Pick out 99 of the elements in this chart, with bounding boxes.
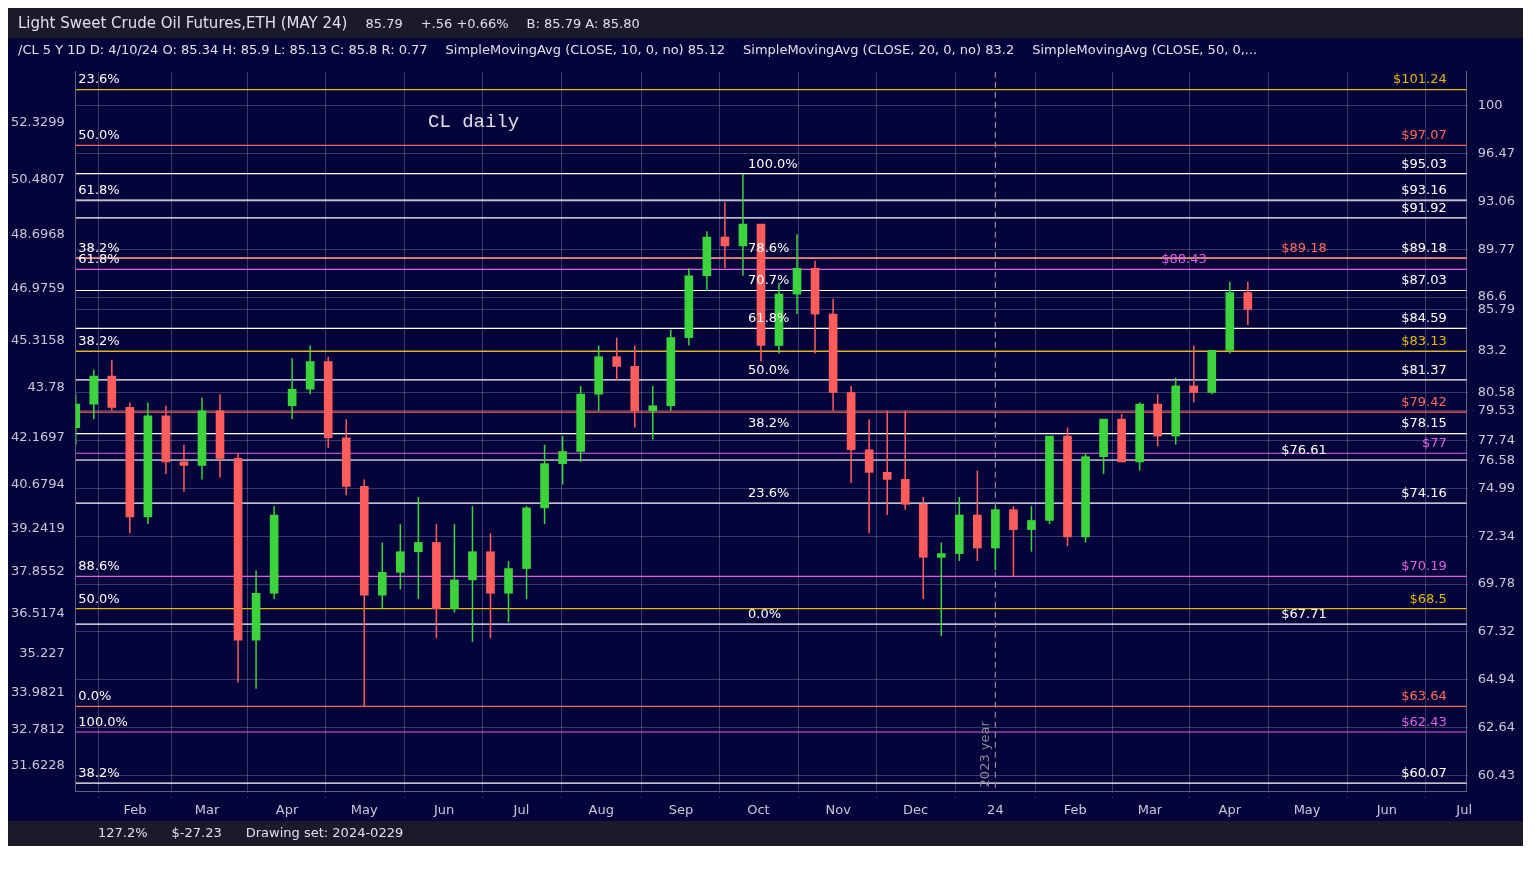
ref-line-label: $97.07 [1401,127,1447,143]
y-tick-label: 96.47 [1477,145,1515,161]
annotation: 38.2% [78,239,120,255]
y-tick-label: 72.34 [1477,527,1515,543]
x-tick-label: Feb [123,801,147,817]
ref-line-label: $77 [1421,435,1447,451]
annotation: 100.0% [748,155,798,171]
y2-tick-label: 33.9821 [10,683,65,699]
ref-line-label: $95.03 [1401,155,1447,171]
annotation: 0.0% [748,605,782,621]
y-tick-label: 64.94 [1477,670,1515,686]
y2-tick-label: 39.2419 [10,520,65,536]
y2-tick-label: 37.8552 [10,563,65,579]
x-tick-label: Oct [747,801,770,817]
y2-tick-label: 43.78 [27,379,65,395]
y2-tick-label: 45.3158 [10,331,65,347]
x-tick-label: Mar [194,801,221,817]
ref-line-label: $83.13 [1401,333,1447,349]
x-tick-label: Jul [1455,801,1473,817]
ref-line-label: $84.59 [1401,310,1447,326]
x-tick-label: Apr [275,801,299,817]
x-tick-label: Sep [668,801,694,817]
ref-line-label: $76.61 [1281,441,1327,457]
y2-tick-label: 48.6968 [10,226,65,242]
annotation: 0.0% [78,688,112,704]
y2-tick-label: 42.1697 [10,429,65,445]
y-tick-label: 89.77 [1477,240,1515,256]
x-tick-label: May [1293,801,1321,817]
x-tick-label: Jul [512,801,530,817]
annotation: 23.6% [748,485,790,501]
ref-line-label: $62.43 [1401,713,1447,729]
x-tick-label: Nov [825,801,852,817]
annotation: 50.0% [78,590,120,606]
ref-line-label: $89.18 [1401,239,1447,255]
text: SimpleMovingAvg (CLOSE, 10, 0, no) 85.12 [445,42,726,57]
y2-tick-label: 40.6794 [10,475,65,491]
x-tick-label: Mar [1137,801,1163,817]
y-tick-label: 76.58 [1477,451,1515,467]
ref-line-label: $89.18 [1281,239,1327,255]
x-tick-label: Jun [432,801,455,817]
text: Drawing set: 2024-0229 [245,825,404,840]
y-tick-label: 93.06 [1477,192,1515,208]
y-tick-label: 100 [1477,97,1503,113]
annotation: 61.8% [78,181,120,197]
ref-line-label: 2023 year [977,720,993,788]
y-tick-label: 80.58 [1477,384,1515,400]
ref-line-label: $101.24 [1393,71,1447,87]
ref-line-label: $70.19 [1401,558,1447,574]
y-tick-label: 79.53 [1477,401,1515,417]
y-tick-label: 83.2 [1477,341,1507,357]
annotation: 23.6% [78,71,120,87]
ref-line-label: $91.92 [1401,199,1447,215]
ref-line-label: $78.15 [1401,415,1447,431]
x-tick-label: Feb [1063,801,1087,817]
y-tick-label: 62.64 [1477,718,1515,734]
x-tick-label: Dec [902,801,929,817]
text: $-27.23 [171,825,222,840]
y-tick-label: 60.43 [1477,766,1515,782]
x-tick-label: Jun [1375,801,1398,817]
text: B: 85.79 A: 85.80 [526,15,640,31]
y2-tick-label: 46.9759 [10,279,65,295]
ref-line-label: $60.07 [1401,765,1447,781]
y-tick-label: 74.99 [1477,479,1515,495]
y2-tick-label: 31.6228 [10,757,65,773]
y2-tick-label: 36.5174 [10,605,65,621]
ref-line-label: $63.64 [1401,688,1447,704]
chart-title: Light Sweet Crude Oil Futures,ETH (MAY 24) [18,14,348,32]
annotation: 38.2% [78,333,120,349]
x-tick-label: 24 [987,801,1004,817]
ref-line-label: $93.16 [1401,181,1447,197]
y-tick-label: 69.78 [1477,575,1515,591]
annotation: 50.0% [78,127,120,143]
text: 85.79 [365,15,403,31]
text: SimpleMovingAvg (CLOSE, 50, 0,... [1032,42,1258,57]
y-tick-label: 67.32 [1477,623,1515,639]
y2-tick-label: 50.4807 [10,171,65,187]
text: SimpleMovingAvg (CLOSE, 20, 0, no) 83.2 [743,42,1015,57]
ref-line-label: $68.5 [1409,590,1447,606]
text: 127.2% [98,825,148,840]
ref-line-label: $67.71 [1281,605,1327,621]
text: +.56 +0.66% [420,15,509,31]
y-tick-label: 77.74 [1477,431,1515,447]
annotation: 38.2% [78,765,120,781]
chart-subtitle: /CL 5 Y 1D D: 4/10/24 O: 85.34 H: 85.9 L: 85.13 C: 85.8 R: 0.77 [18,42,428,57]
y2-tick-label: 35.227 [19,645,65,661]
ref-line-label: $79.42 [1401,393,1447,409]
x-tick-label: Aug [588,801,614,817]
x-tick-label: May [350,801,378,817]
y2-tick-label: 52.3299 [10,113,65,129]
annotation: CL daily [428,111,520,133]
y2-tick-label: 32.7812 [10,721,65,737]
ref-line-label: $87.03 [1401,272,1447,288]
x-tick-label: Apr [1218,801,1242,817]
ref-line-label: $81.37 [1401,361,1447,377]
annotation: 38.2% [748,415,790,431]
annotation: 100.0% [78,713,128,729]
annotation: 50.0% [748,361,790,377]
annotation: 88.6% [78,558,120,574]
ref-line-label: $74.16 [1401,485,1447,501]
